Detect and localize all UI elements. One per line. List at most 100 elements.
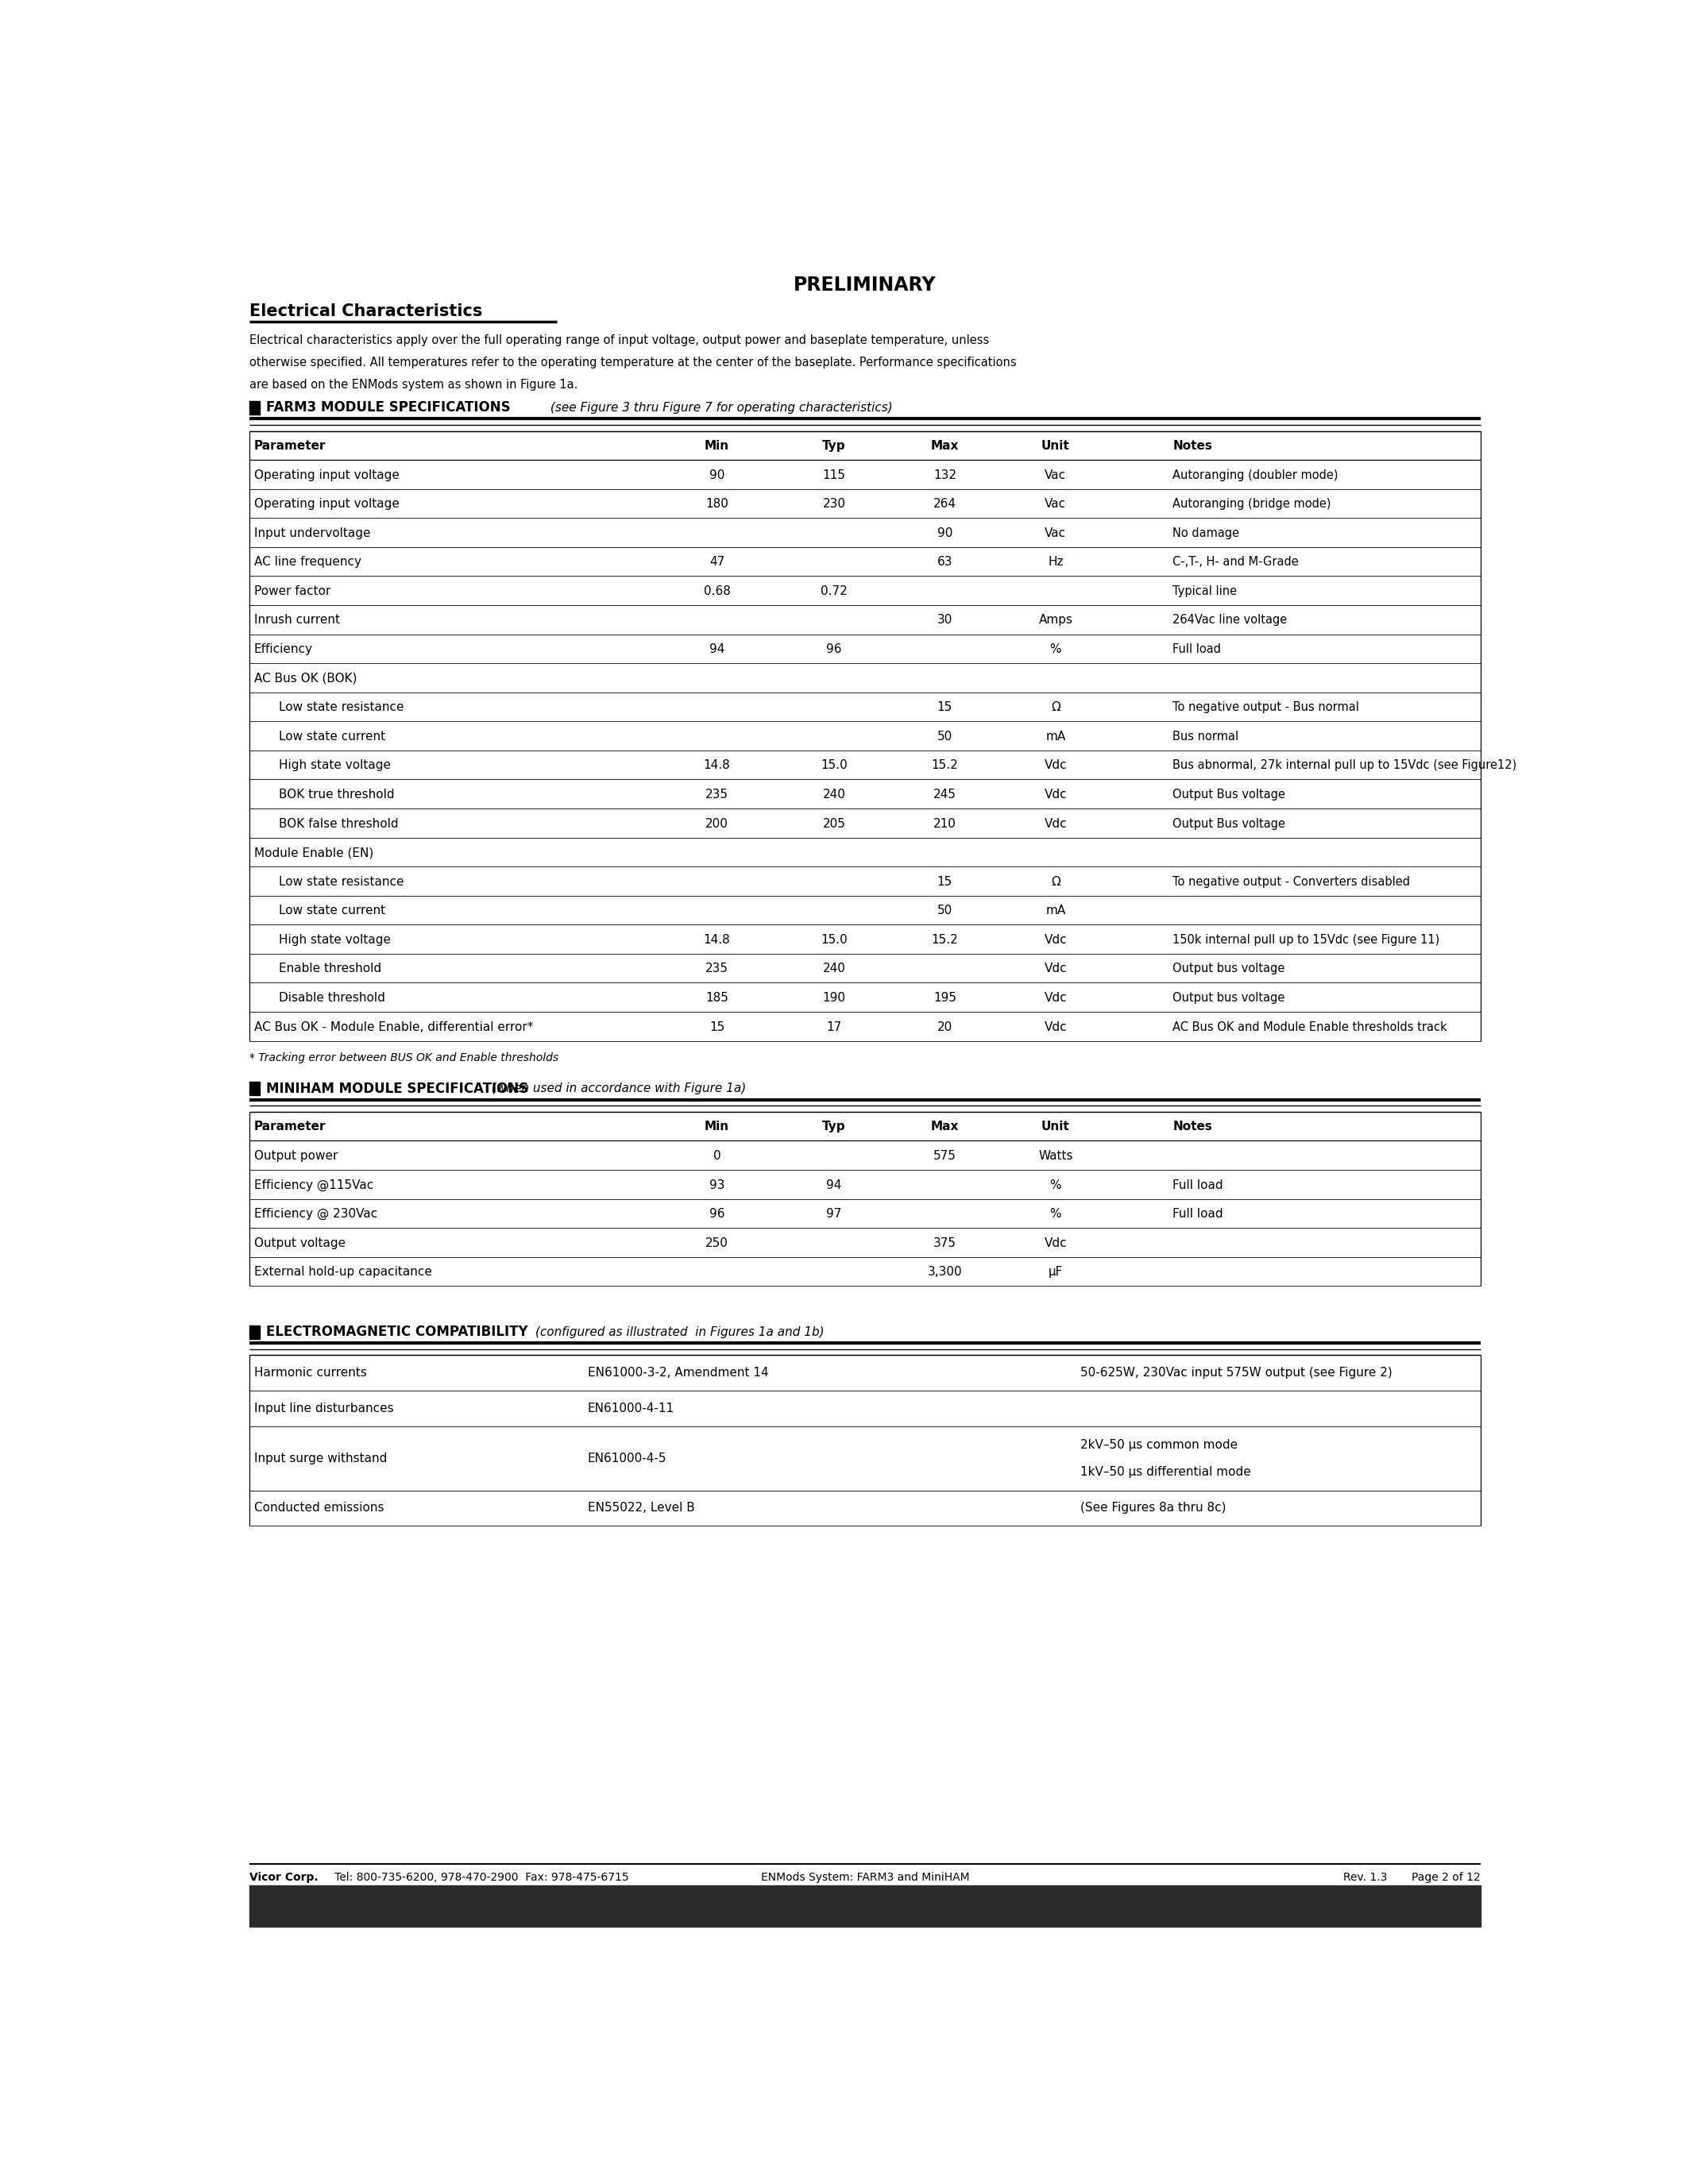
Text: Input undervoltage: Input undervoltage bbox=[255, 526, 370, 539]
Text: Output power: Output power bbox=[255, 1151, 338, 1162]
Text: Conducted emissions: Conducted emissions bbox=[255, 1503, 383, 1514]
Text: Output bus voltage: Output bus voltage bbox=[1173, 963, 1285, 974]
Text: Full load: Full load bbox=[1173, 1208, 1224, 1221]
Text: 150k internal pull up to 15Vdc (see Figure 11): 150k internal pull up to 15Vdc (see Figu… bbox=[1173, 935, 1440, 946]
Text: 180: 180 bbox=[706, 498, 729, 511]
Text: Min: Min bbox=[704, 1120, 729, 1133]
Text: 575: 575 bbox=[933, 1151, 957, 1162]
Text: 15: 15 bbox=[709, 1020, 724, 1033]
Text: Output voltage: Output voltage bbox=[255, 1236, 346, 1249]
Bar bbox=[250, 1081, 260, 1096]
Text: AC Bus OK and Module Enable thresholds track: AC Bus OK and Module Enable thresholds t… bbox=[1173, 1020, 1447, 1033]
Text: 250: 250 bbox=[706, 1236, 729, 1249]
Text: EN61000-3-2, Amendment 14: EN61000-3-2, Amendment 14 bbox=[587, 1367, 768, 1378]
Text: Output Bus voltage: Output Bus voltage bbox=[1173, 788, 1285, 802]
Bar bbox=[250, 1885, 1480, 1926]
Text: Vac: Vac bbox=[1045, 526, 1067, 539]
Text: 96: 96 bbox=[709, 1208, 724, 1221]
Text: (See Figures 8a thru 8c): (See Figures 8a thru 8c) bbox=[1080, 1503, 1225, 1514]
Text: 20: 20 bbox=[937, 1020, 952, 1033]
Text: EN61000-4-5: EN61000-4-5 bbox=[587, 1452, 667, 1463]
Text: Unit: Unit bbox=[1041, 439, 1070, 452]
Text: Bus abnormal, 27k internal pull up to 15Vdc (see Figure12): Bus abnormal, 27k internal pull up to 15… bbox=[1173, 760, 1518, 771]
Text: Input surge withstand: Input surge withstand bbox=[255, 1452, 387, 1463]
Text: Low state current: Low state current bbox=[279, 729, 385, 743]
Text: Low state current: Low state current bbox=[279, 904, 385, 917]
Text: 375: 375 bbox=[933, 1236, 957, 1249]
Text: 235: 235 bbox=[706, 788, 729, 802]
Text: Autoranging (bridge mode): Autoranging (bridge mode) bbox=[1173, 498, 1332, 511]
Text: 240: 240 bbox=[822, 963, 846, 974]
Text: Disable threshold: Disable threshold bbox=[279, 992, 385, 1005]
Text: Vicor Corp.: Vicor Corp. bbox=[250, 1872, 317, 1883]
Text: 93: 93 bbox=[709, 1179, 724, 1190]
Text: 0.68: 0.68 bbox=[704, 585, 731, 596]
Text: 17: 17 bbox=[827, 1020, 842, 1033]
Text: otherwise specified. All temperatures refer to the operating temperature at the : otherwise specified. All temperatures re… bbox=[250, 356, 1016, 369]
Text: 195: 195 bbox=[933, 992, 957, 1005]
Text: Operating input voltage: Operating input voltage bbox=[255, 498, 400, 511]
Text: 235: 235 bbox=[706, 963, 729, 974]
Text: 210: 210 bbox=[933, 817, 957, 830]
Text: Min: Min bbox=[704, 439, 729, 452]
Text: Vdc: Vdc bbox=[1045, 935, 1067, 946]
Text: 50-625W, 230Vac input 575W output (see Figure 2): 50-625W, 230Vac input 575W output (see F… bbox=[1080, 1367, 1393, 1378]
Text: 115: 115 bbox=[822, 470, 846, 480]
Text: %: % bbox=[1050, 644, 1062, 655]
Text: Efficiency @115Vac: Efficiency @115Vac bbox=[255, 1179, 373, 1190]
Text: 14.8: 14.8 bbox=[704, 935, 731, 946]
Text: Ω: Ω bbox=[1052, 876, 1060, 887]
Text: 47: 47 bbox=[709, 557, 724, 568]
Text: Efficiency @ 230Vac: Efficiency @ 230Vac bbox=[255, 1208, 378, 1221]
Text: External hold-up capacitance: External hold-up capacitance bbox=[255, 1267, 432, 1278]
Text: 1kV–50 μs differential mode: 1kV–50 μs differential mode bbox=[1080, 1465, 1251, 1479]
Text: Vdc: Vdc bbox=[1045, 788, 1067, 802]
Text: AC Bus OK (BOK): AC Bus OK (BOK) bbox=[255, 673, 356, 684]
Text: 63: 63 bbox=[937, 557, 952, 568]
Text: Parameter: Parameter bbox=[255, 1120, 326, 1133]
Text: Efficiency: Efficiency bbox=[255, 644, 312, 655]
Text: are based on the ENMods system as shown in Figure 1a.: are based on the ENMods system as shown … bbox=[250, 378, 577, 391]
Text: EN55022, Level B: EN55022, Level B bbox=[587, 1503, 695, 1514]
Text: ENMods System: FARM3 and MiniHAM: ENMods System: FARM3 and MiniHAM bbox=[761, 1872, 969, 1883]
Text: PRELIMINARY: PRELIMINARY bbox=[793, 275, 937, 295]
Text: To negative output - Bus normal: To negative output - Bus normal bbox=[1173, 701, 1359, 714]
Text: Vdc: Vdc bbox=[1045, 1020, 1067, 1033]
Text: Vdc: Vdc bbox=[1045, 963, 1067, 974]
Text: mA: mA bbox=[1045, 729, 1065, 743]
Text: %: % bbox=[1050, 1208, 1062, 1221]
Text: High state voltage: High state voltage bbox=[279, 935, 390, 946]
Text: Vdc: Vdc bbox=[1045, 817, 1067, 830]
Text: Vac: Vac bbox=[1045, 498, 1067, 511]
Text: Tel: 800-735-6200, 978-470-2900  Fax: 978-475-6715: Tel: 800-735-6200, 978-470-2900 Fax: 978… bbox=[324, 1872, 630, 1883]
Text: Notes: Notes bbox=[1173, 439, 1212, 452]
Text: 264Vac line voltage: 264Vac line voltage bbox=[1173, 614, 1288, 627]
Text: μF: μF bbox=[1048, 1267, 1063, 1278]
Text: Ω: Ω bbox=[1052, 701, 1060, 714]
Text: Module Enable (EN): Module Enable (EN) bbox=[255, 847, 373, 858]
Text: 15.0: 15.0 bbox=[820, 935, 847, 946]
Text: ELECTROMAGNETIC COMPATIBILITY: ELECTROMAGNETIC COMPATIBILITY bbox=[267, 1326, 528, 1339]
Text: 0: 0 bbox=[714, 1151, 721, 1162]
Text: Low state resistance: Low state resistance bbox=[279, 876, 403, 887]
Text: (when used in accordance with Figure 1a): (when used in accordance with Figure 1a) bbox=[488, 1083, 746, 1094]
Text: BOK true threshold: BOK true threshold bbox=[279, 788, 395, 802]
Text: Power factor: Power factor bbox=[255, 585, 331, 596]
Text: Typ: Typ bbox=[822, 439, 846, 452]
Text: Rev. 1.3       Page 2 of 12: Rev. 1.3 Page 2 of 12 bbox=[1344, 1872, 1480, 1883]
Text: Watts: Watts bbox=[1038, 1151, 1074, 1162]
Text: FARM3 MODULE SPECIFICATIONS: FARM3 MODULE SPECIFICATIONS bbox=[267, 400, 511, 415]
Text: 15: 15 bbox=[937, 701, 952, 714]
Text: EN61000-4-11: EN61000-4-11 bbox=[587, 1402, 675, 1415]
Text: 264: 264 bbox=[933, 498, 957, 511]
Text: Parameter: Parameter bbox=[255, 439, 326, 452]
Text: Vdc: Vdc bbox=[1045, 760, 1067, 771]
Text: 2kV–50 μs common mode: 2kV–50 μs common mode bbox=[1080, 1439, 1237, 1450]
Text: Unit: Unit bbox=[1041, 1120, 1070, 1133]
Text: 132: 132 bbox=[933, 470, 957, 480]
Text: Vdc: Vdc bbox=[1045, 1236, 1067, 1249]
Text: 97: 97 bbox=[827, 1208, 842, 1221]
Text: Amps: Amps bbox=[1038, 614, 1072, 627]
Text: Output bus voltage: Output bus voltage bbox=[1173, 992, 1285, 1005]
Text: Vac: Vac bbox=[1045, 470, 1067, 480]
